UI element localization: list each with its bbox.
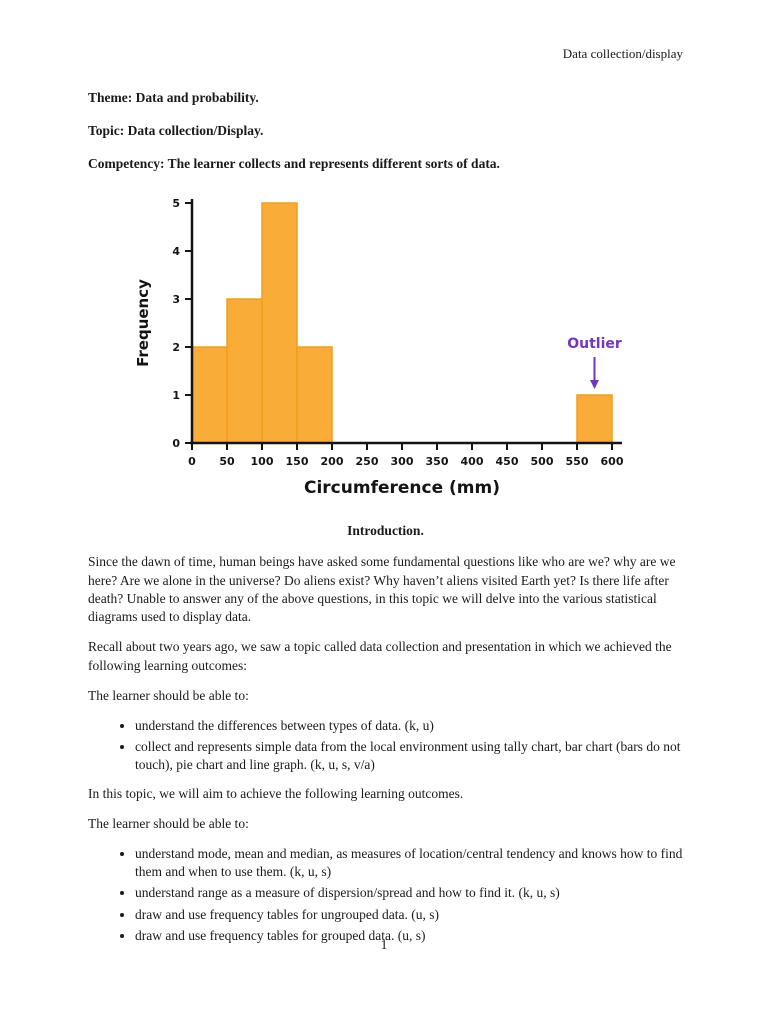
- x-tick-label: 0: [188, 455, 196, 468]
- list-item: understand mode, mean and median, as mea…: [135, 845, 683, 881]
- outlier-arrowhead: [590, 380, 599, 390]
- past-outcomes-list: understand the differences between types…: [88, 717, 683, 775]
- x-tick-label: 600: [601, 455, 624, 468]
- x-tick-label: 500: [531, 455, 554, 468]
- x-tick-label: 450: [496, 455, 519, 468]
- y-tick-label: 0: [172, 437, 180, 450]
- histogram-bar: [191, 346, 228, 444]
- y-axis-title: Frequency: [134, 279, 152, 367]
- theme-line: Theme: Data and probability.: [88, 89, 259, 105]
- page-number: 1: [380, 937, 388, 952]
- x-tick-label: 400: [461, 455, 484, 468]
- learner-lead-new: The learner should be able to:: [88, 815, 249, 831]
- list-item: draw and use frequency tables for groupe…: [135, 927, 683, 945]
- intro-paragraph-2: Recall about two years ago, we saw a top…: [88, 639, 672, 673]
- x-tick-label: 100: [251, 455, 274, 468]
- introduction-heading: Introduction.: [347, 523, 424, 539]
- list-item: understand range as a measure of dispers…: [135, 884, 683, 902]
- x-tick-label: 200: [321, 455, 344, 468]
- topic-line: Topic: Data collection/Display.: [88, 122, 264, 138]
- x-tick-label: 550: [566, 455, 589, 468]
- y-tick-label: 3: [172, 293, 180, 306]
- histogram-bar: [226, 298, 263, 444]
- y-tick-label: 5: [172, 197, 180, 210]
- learner-lead-past: The learner should be able to:: [88, 687, 249, 703]
- y-tick-label: 2: [172, 341, 180, 354]
- outlier-label: Outlier: [567, 336, 622, 352]
- list-item: understand the differences between types…: [135, 717, 683, 735]
- document-header: Data collection/display: [562, 46, 683, 61]
- x-tick-label: 250: [356, 455, 379, 468]
- histogram-bar: [261, 202, 298, 444]
- intro-paragraph-3: In this topic, we will aim to achieve th…: [88, 785, 464, 801]
- list-item: draw and use frequency tables for ungrou…: [135, 906, 683, 924]
- histogram-bar: [576, 394, 613, 444]
- histogram-figure: 0 1 2 3 4 5 0 50 100 150 200 250 300 350 400 450 500 550 6…: [130, 188, 670, 506]
- x-tick-label: 50: [219, 455, 235, 468]
- intro-paragraph-1: Since the dawn of time, human beings hav…: [88, 554, 676, 625]
- list-item: collect and represents simple data from …: [135, 738, 683, 774]
- x-tick-label: 300: [391, 455, 414, 468]
- y-tick-label: 4: [172, 245, 180, 258]
- x-tick-label: 350: [426, 455, 449, 468]
- histogram-bar: [296, 346, 333, 444]
- y-tick-label: 1: [172, 389, 180, 402]
- x-axis-title: Circumference (mm): [304, 478, 500, 498]
- competency-line: Competency: The learner collects and rep…: [88, 155, 500, 171]
- x-tick-label: 150: [286, 455, 309, 468]
- new-outcomes-list: understand mode, mean and median, as mea…: [88, 845, 683, 945]
